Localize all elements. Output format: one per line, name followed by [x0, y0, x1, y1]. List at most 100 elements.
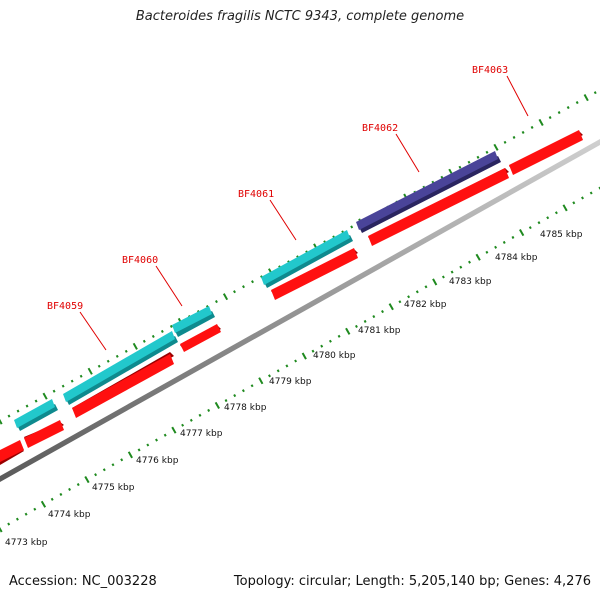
major-tick [87, 367, 93, 375]
reverse-gene-BF4058[interactable] [0, 440, 24, 462]
minor-tick [207, 408, 211, 412]
minor-tick [276, 369, 280, 373]
minor-tick [33, 507, 37, 511]
minor-tick [503, 140, 507, 144]
minor-tick [285, 364, 289, 368]
major-tick [345, 327, 351, 335]
minor-tick [268, 374, 271, 378]
scale-label: 4781 kbp [358, 326, 401, 336]
minor-tick [557, 111, 561, 115]
minor-tick [566, 106, 570, 110]
minor-tick [137, 448, 141, 452]
minor-tick [250, 384, 254, 388]
major-tick [493, 143, 499, 151]
reverse-gene[interactable] [72, 354, 174, 418]
major-tick [519, 229, 525, 237]
forward-gene[interactable] [172, 306, 212, 333]
minor-tick [224, 399, 228, 403]
upper-tick-track [0, 91, 597, 425]
minor-tick [151, 334, 155, 338]
minor-tick [79, 374, 83, 378]
forward-gene[interactable] [261, 230, 350, 285]
gene-label-BF4063[interactable]: BF4063 [472, 65, 508, 76]
minor-tick [70, 379, 74, 383]
minor-tick [52, 389, 56, 393]
gene-label-BF4061[interactable]: BF4061 [238, 189, 274, 200]
major-tick [301, 352, 307, 360]
minor-tick [68, 487, 71, 491]
minor-tick [512, 135, 516, 139]
minor-tick [16, 409, 20, 413]
major-tick [475, 253, 481, 261]
minor-tick [7, 522, 11, 526]
reverse-gene[interactable] [368, 168, 509, 246]
scale-label: 4784 kbp [495, 253, 538, 263]
callout-line-BF4060 [155, 265, 183, 307]
minor-tick [7, 414, 11, 418]
minor-tick [34, 399, 38, 403]
minor-tick [15, 517, 19, 521]
map-title: Bacteroides fragilis NCTC 9343, complete… [135, 9, 465, 24]
minor-tick [398, 300, 402, 304]
forward-gene[interactable] [14, 399, 55, 428]
major-tick [583, 94, 589, 102]
major-tick [84, 476, 90, 484]
minor-tick [59, 492, 63, 496]
scale-label: 4783 kbp [449, 277, 492, 287]
minor-tick [146, 443, 150, 447]
minor-tick [337, 334, 341, 338]
callout-line-BF4059 [79, 311, 107, 351]
minor-tick [407, 295, 411, 299]
major-tick [432, 278, 438, 286]
minor-tick [415, 290, 419, 294]
minor-tick [311, 349, 315, 353]
minor-tick [521, 130, 525, 134]
forward-gene-highlighted[interactable] [356, 151, 498, 230]
minor-tick [111, 463, 115, 467]
reverse-gene[interactable] [509, 130, 583, 175]
major-tick [127, 451, 133, 459]
scale-label: 4780 kbp [313, 351, 356, 361]
major-tick [40, 500, 47, 508]
scale-label: 4774 kbp [48, 510, 91, 520]
scale-tick-track [0, 186, 600, 533]
minor-tick [124, 349, 128, 353]
reverse-gene[interactable] [24, 420, 64, 448]
minor-tick [554, 211, 558, 215]
gene-label-BF4062[interactable]: BF4062 [362, 123, 398, 134]
forward-strand-genes [14, 151, 501, 431]
minor-tick [593, 91, 597, 95]
minor-tick [215, 300, 218, 304]
scale-label: 4779 kbp [269, 377, 312, 387]
minor-tick [120, 458, 124, 462]
minor-tick [181, 423, 185, 427]
scale-label: 4776 kbp [136, 456, 179, 466]
minor-tick [241, 389, 245, 393]
minor-tick [106, 359, 110, 363]
genome-backbone [0, 139, 600, 482]
gene-label-BF4059[interactable]: BF4059 [47, 301, 83, 312]
minor-tick [142, 339, 146, 343]
major-tick [42, 392, 48, 400]
minor-tick [476, 155, 480, 159]
minor-tick [233, 394, 237, 398]
minor-tick [251, 280, 254, 284]
gene-label-BF4060[interactable]: BF4060 [122, 255, 158, 266]
minor-tick [530, 125, 534, 129]
forward-gene[interactable] [63, 331, 175, 402]
minor-tick [502, 240, 506, 244]
minor-tick [50, 497, 54, 501]
major-tick [258, 377, 264, 385]
scale-label: 4775 kbp [92, 483, 135, 493]
major-tick [222, 293, 229, 301]
minor-tick [372, 315, 376, 319]
minor-tick [350, 225, 354, 229]
major-tick [562, 204, 568, 212]
reverse-gene[interactable] [271, 248, 358, 300]
minor-tick [233, 290, 236, 294]
scale-label: 4778 kbp [224, 403, 267, 413]
minor-tick [589, 191, 593, 195]
major-tick [132, 342, 138, 350]
reverse-gene[interactable] [180, 324, 221, 352]
